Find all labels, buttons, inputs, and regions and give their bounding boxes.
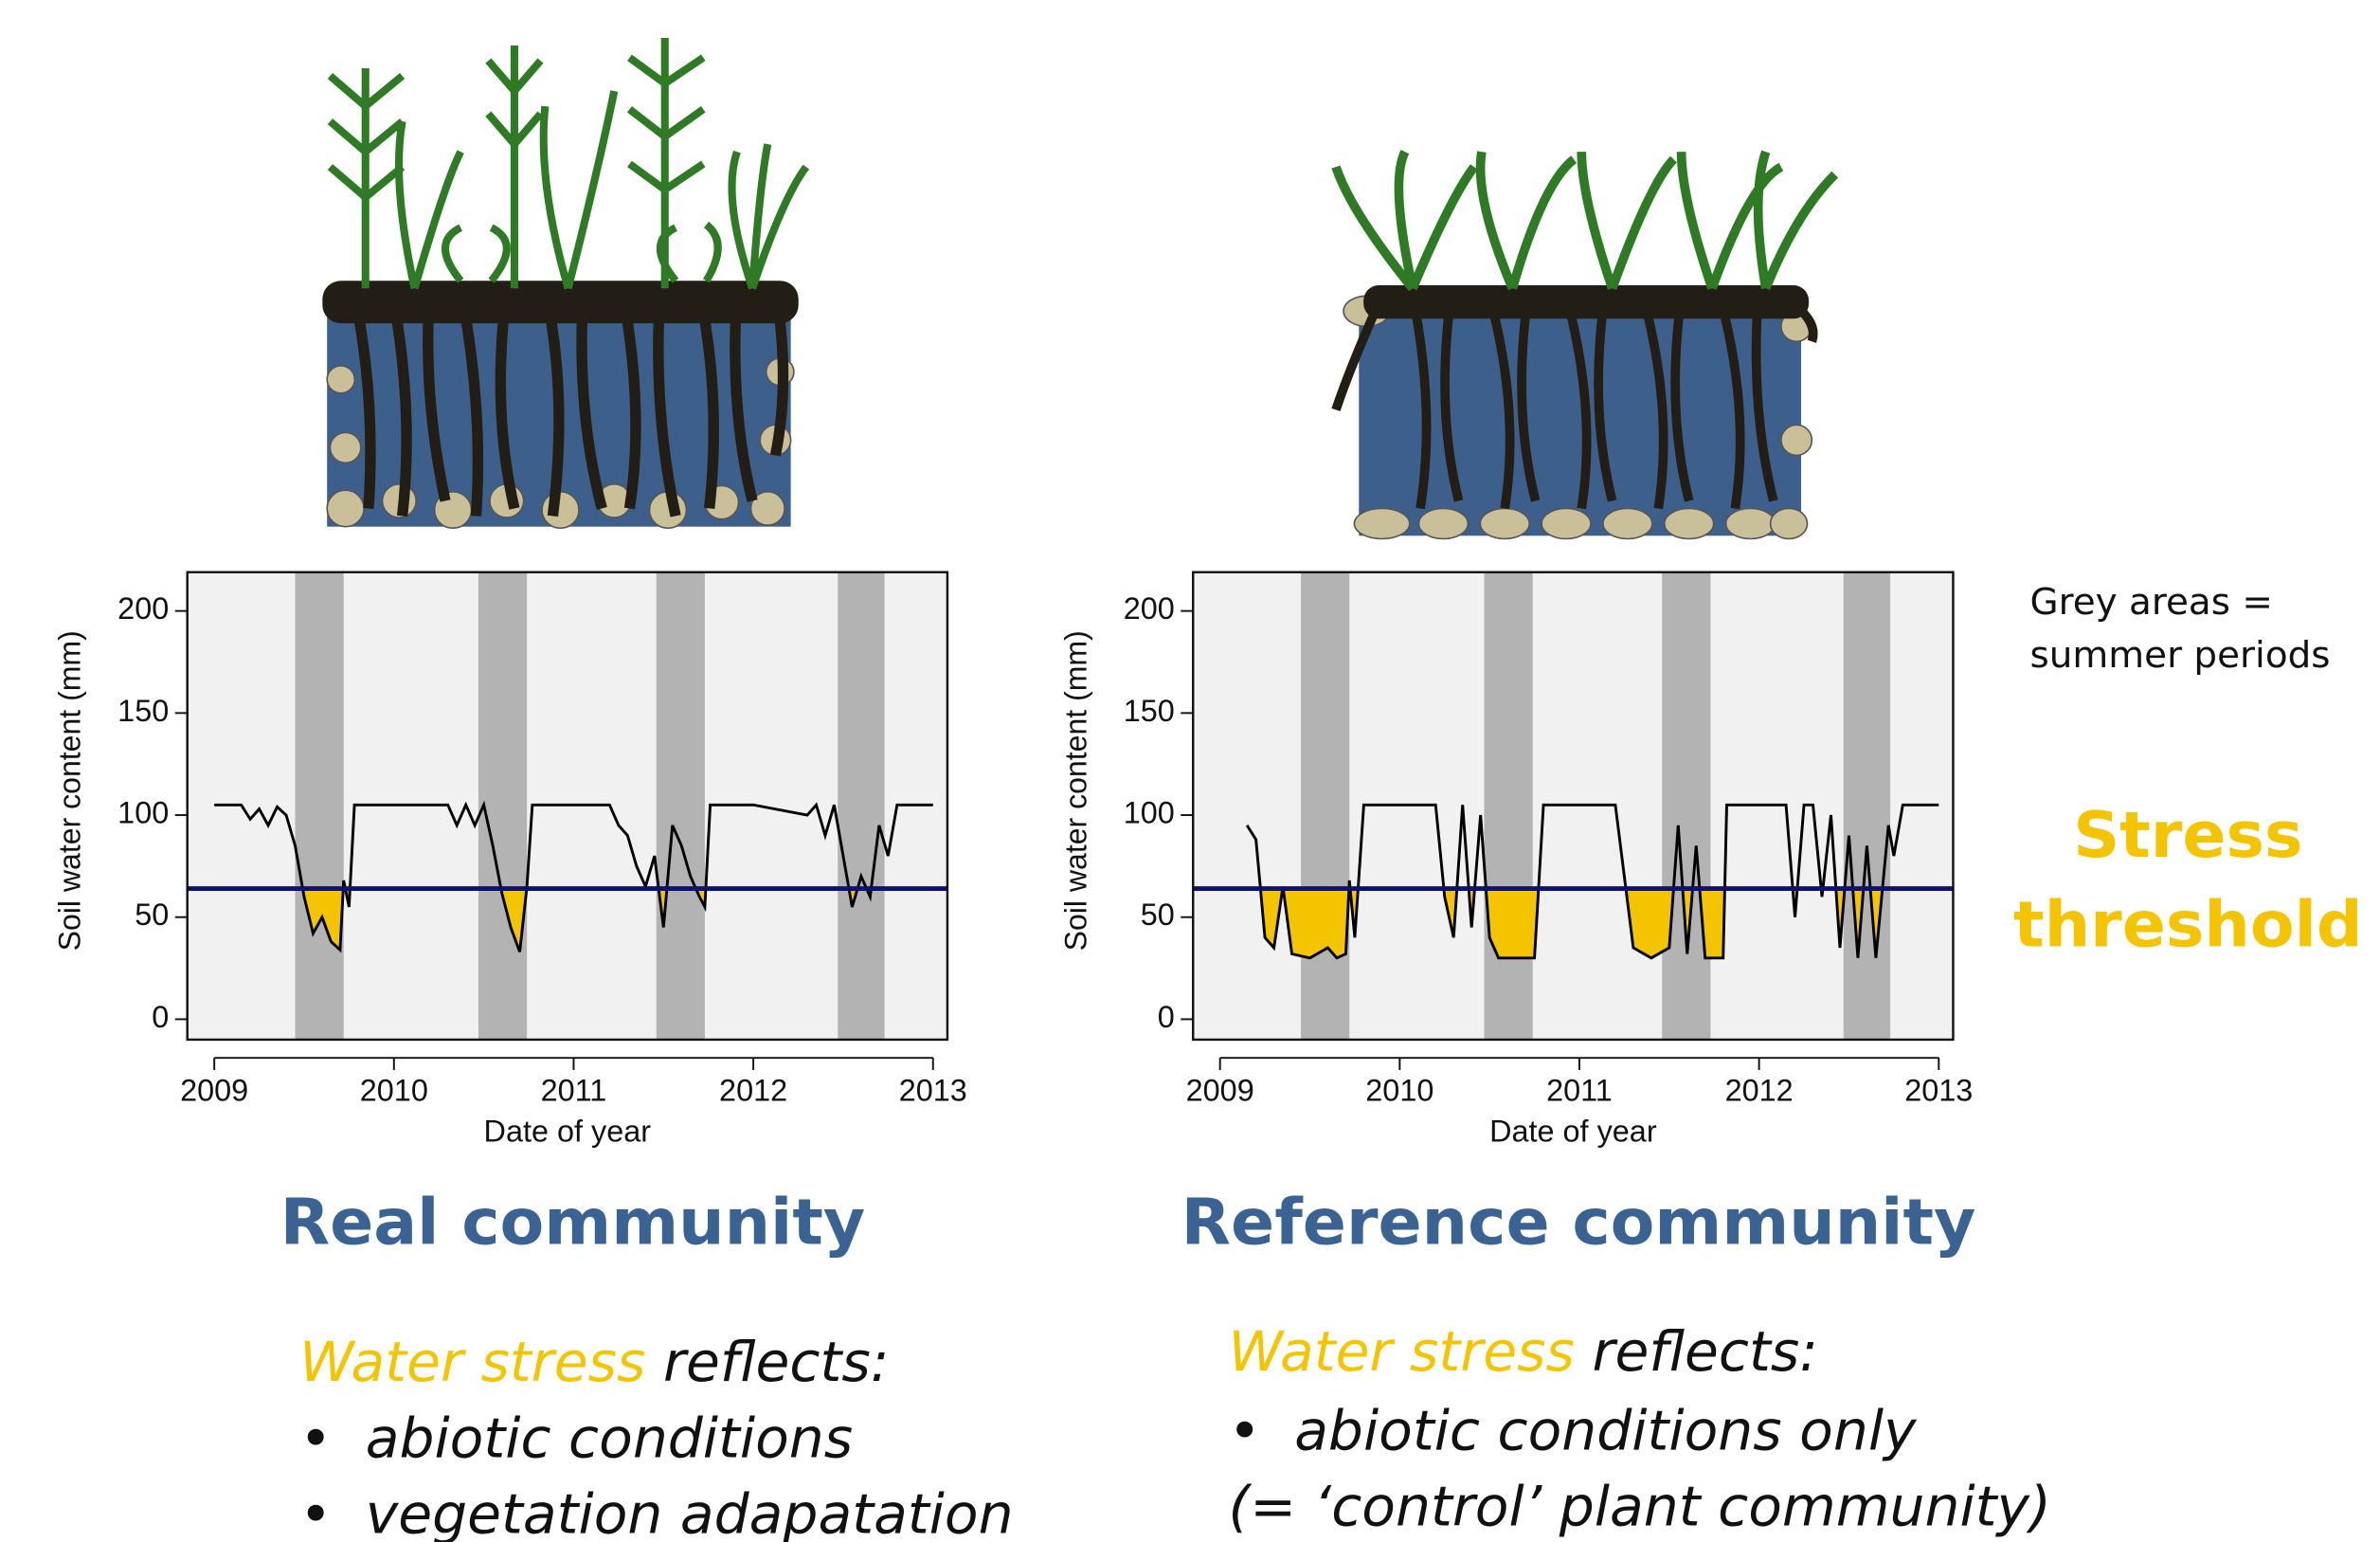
- legend-note: summer periods: [2029, 634, 2330, 677]
- y-tick-label: 150: [1124, 694, 1175, 728]
- summer-band: [1301, 571, 1350, 1040]
- summer-band: [478, 571, 528, 1040]
- x-axis-label: Date of year: [1489, 1115, 1657, 1149]
- y-tick-label: 50: [135, 898, 169, 932]
- plot-frame: [1192, 571, 1955, 1042]
- y-axis-label: Soil water content (mm): [1058, 630, 1092, 951]
- stress-line: Water stress reflects:: [299, 1331, 889, 1395]
- stress-area: [1247, 888, 1939, 958]
- stress-term: Water stress: [299, 1331, 645, 1395]
- note: (= ‘control’ plant community): [1229, 1475, 2051, 1539]
- chart: 0 50 100 150 200 2009 2010 2011 2012 2013 Date of …: [1058, 571, 1973, 1149]
- bullet: vegetation adapatation: [366, 1482, 1014, 1542]
- threshold-label: threshold: [2013, 887, 2362, 962]
- x-tick-label: 2013: [1904, 1074, 1973, 1108]
- summer-band: [656, 571, 705, 1040]
- bullet: abiotic conditions: [366, 1406, 853, 1471]
- y-tick-label: 200: [117, 591, 169, 626]
- y-tick-label: 0: [1158, 1000, 1175, 1034]
- water-line: [214, 800, 933, 953]
- summer-band: [1662, 571, 1711, 1040]
- plot-frame: [186, 571, 949, 1042]
- bullet-dot: •: [299, 1406, 332, 1471]
- y-tick-label: 200: [1124, 591, 1175, 626]
- x-tick-label: 2011: [1546, 1074, 1613, 1108]
- summer-band: [295, 571, 344, 1040]
- y-tick-label: 50: [1141, 898, 1175, 932]
- stress-term: Water stress: [1229, 1319, 1575, 1384]
- summer-band: [1843, 571, 1891, 1040]
- x-tick-label: 2009: [180, 1074, 248, 1108]
- x-tick-label: 2012: [1725, 1074, 1794, 1108]
- real-community-illustration: [322, 38, 810, 530]
- summer-band: [838, 571, 885, 1040]
- y-axis-label: Soil water content (mm): [53, 630, 87, 951]
- bullet-dot: •: [299, 1482, 332, 1542]
- summer-band: [1484, 571, 1533, 1040]
- stress-rest: reflects:: [1592, 1319, 1817, 1384]
- x-tick-label: 2009: [1186, 1074, 1254, 1108]
- x-tick-label: 2011: [541, 1074, 607, 1108]
- stress-line: Water stress reflects:: [1229, 1319, 1818, 1384]
- x-tick-label: 2010: [360, 1074, 428, 1108]
- x-tick-label: 2010: [1365, 1074, 1433, 1108]
- y-tick-label: 0: [152, 1000, 169, 1034]
- y-tick-label: 100: [117, 796, 169, 830]
- panel-title: Reference community: [1181, 1185, 1976, 1260]
- legend-note: Grey areas =: [2029, 581, 2272, 624]
- reference-community-illustration: [1331, 149, 1839, 540]
- water-line: [1245, 803, 1939, 960]
- y-tick-label: 150: [117, 694, 169, 728]
- bullet: abiotic conditions only: [1294, 1399, 1917, 1463]
- threshold-label: Stress: [2073, 797, 2302, 872]
- x-tick-label: 2013: [899, 1074, 967, 1108]
- bullet-dot: •: [1229, 1399, 1261, 1463]
- panel-title: Real community: [280, 1185, 866, 1260]
- chart: 0 50 100 150 200 2009 2010 2011 2012 2013 Date of …: [53, 571, 967, 1149]
- y-tick-label: 100: [1124, 796, 1175, 830]
- x-axis-label: Date of year: [484, 1115, 652, 1149]
- x-tick-label: 2012: [719, 1074, 787, 1108]
- stress-rest: reflects:: [663, 1331, 889, 1395]
